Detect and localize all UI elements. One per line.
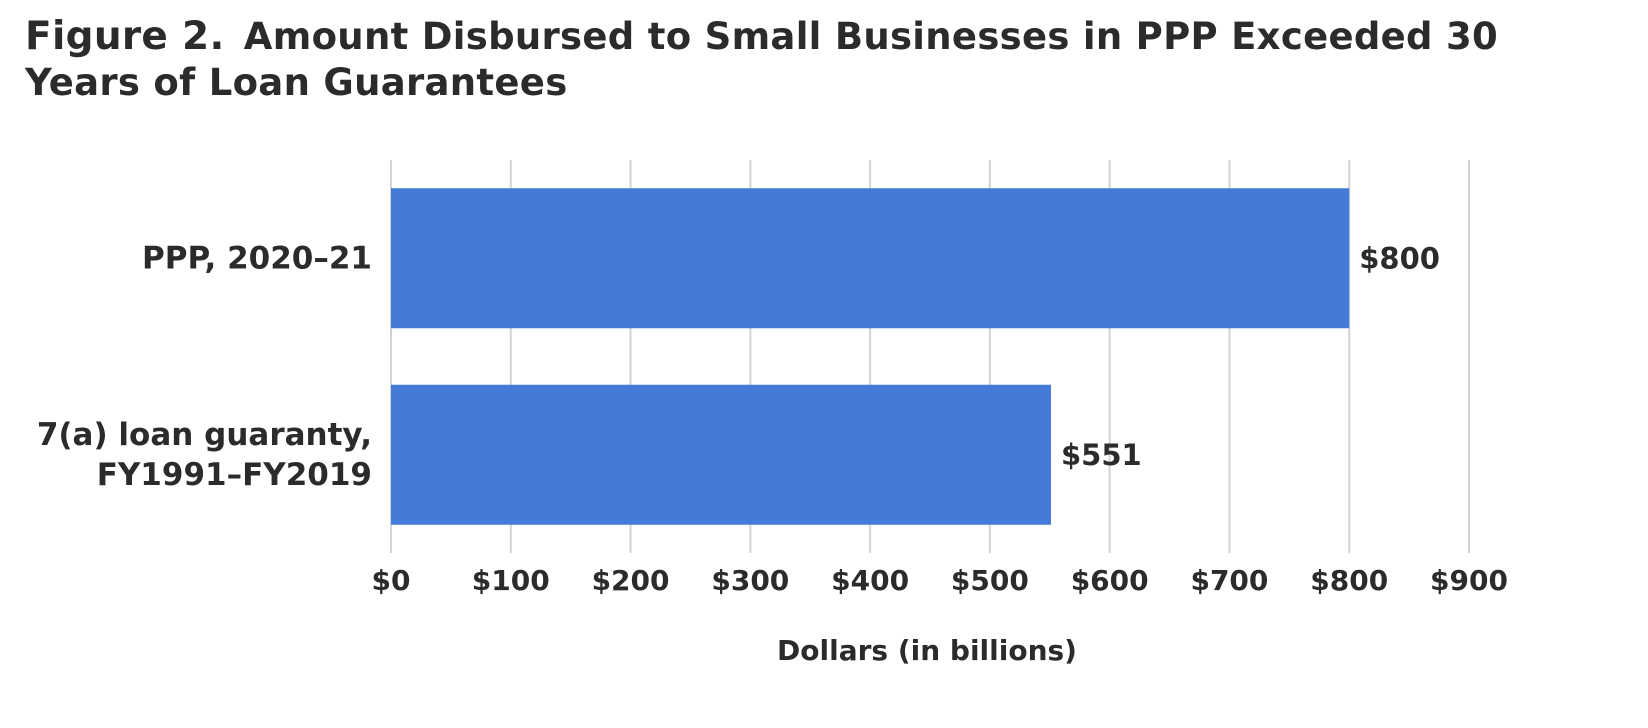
x-tick-label: $800 bbox=[1310, 564, 1388, 597]
data-label: $800 bbox=[1359, 241, 1440, 275]
labels: $0 $100 $200 $300 $400 $500 $600 $700 $800 $900 $8… bbox=[37, 240, 1508, 597]
x-tick-label: $500 bbox=[951, 564, 1029, 597]
figure-label: Figure 2. bbox=[25, 14, 225, 59]
chart-title: Figure 2. Amount Disbursed to Small Busi… bbox=[25, 14, 1585, 106]
category-label-line: 7(a) loan guaranty, bbox=[37, 417, 372, 453]
x-tick-label: $700 bbox=[1190, 564, 1268, 597]
data-label: $551 bbox=[1061, 438, 1142, 472]
bar bbox=[391, 384, 1051, 525]
figure-title: Amount Disbursed to Small Businesses in … bbox=[25, 15, 1499, 104]
category-label: PPP, 2020–21 bbox=[142, 240, 372, 276]
bar bbox=[391, 188, 1350, 329]
category-label-line: PPP, 2020–21 bbox=[142, 240, 372, 276]
x-tick-label: $200 bbox=[592, 564, 670, 597]
x-tick-label: $0 bbox=[372, 564, 411, 597]
x-tick-label: $100 bbox=[472, 564, 550, 597]
x-tick-label: $400 bbox=[831, 564, 909, 597]
x-axis-title: Dollars (in billions) bbox=[777, 634, 1077, 667]
x-tick-label: $300 bbox=[711, 564, 789, 597]
x-tick-label: $900 bbox=[1430, 564, 1508, 597]
bars bbox=[391, 188, 1350, 525]
category-label: 7(a) loan guaranty, FY1991–FY2019 bbox=[37, 417, 372, 493]
category-label-line: FY1991–FY2019 bbox=[97, 457, 372, 493]
x-tick-label: $600 bbox=[1071, 564, 1149, 597]
